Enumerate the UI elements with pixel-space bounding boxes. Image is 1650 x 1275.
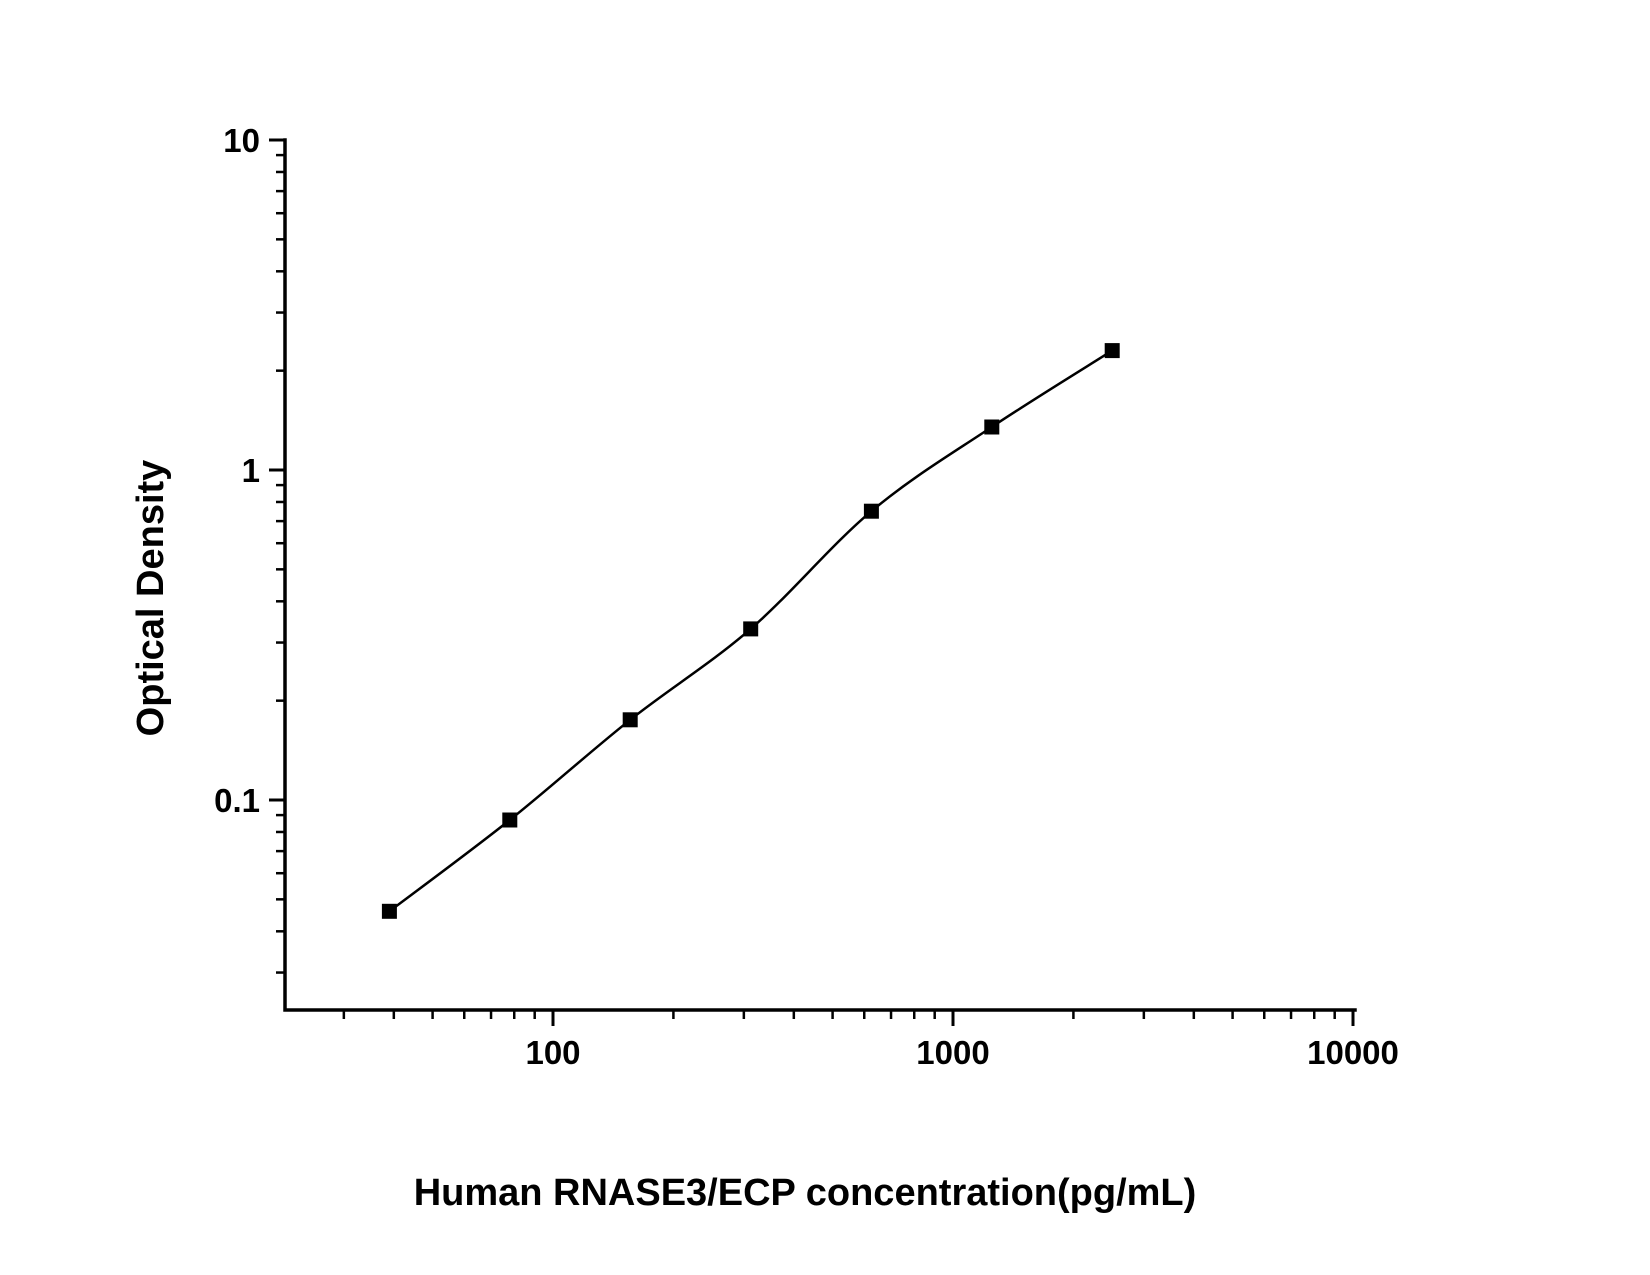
data-point-marker (502, 812, 518, 828)
data-point-marker (984, 419, 1000, 435)
plot-area: 100 1000 10000 0.1 1 10 (214, 122, 1399, 1071)
data-point-marker (381, 903, 397, 919)
x-axis-title: Human RNASE3/ECP concentration(pg/mL) (414, 1172, 1197, 1214)
y-axis-title: Optical Density (130, 460, 172, 737)
x-tick-label: 10000 (1307, 1034, 1399, 1071)
y-tick-label: 0.1 (214, 782, 260, 819)
axes-frame (283, 138, 1357, 1012)
data-point-marker (743, 621, 759, 637)
y-tick-label: 1 (242, 452, 260, 489)
data-point-marker (863, 503, 879, 519)
data-point-marker (1104, 343, 1120, 359)
x-tick-label: 1000 (916, 1034, 989, 1071)
data-point-marker (622, 712, 638, 728)
y-tick-label: 10 (223, 122, 260, 159)
x-tick-label: 100 (525, 1034, 580, 1071)
